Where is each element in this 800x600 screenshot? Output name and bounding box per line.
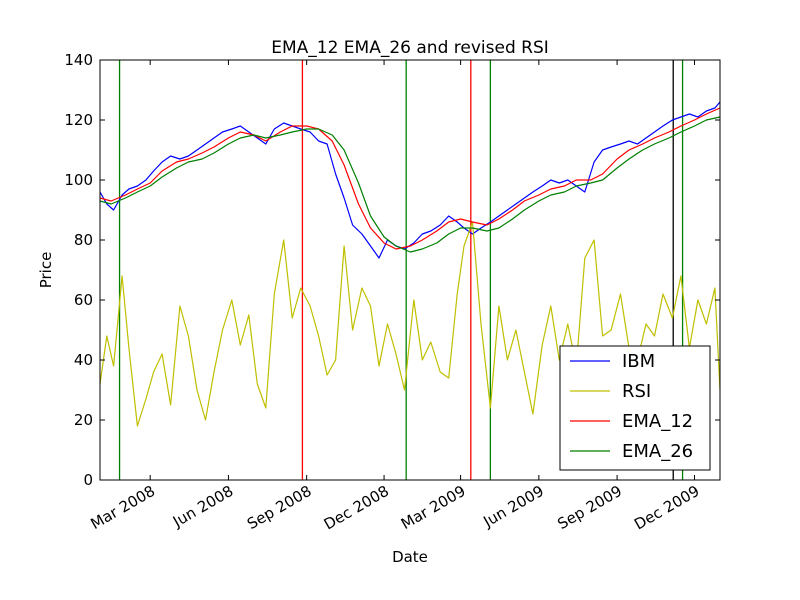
chart-title: EMA_12 EMA_26 and revised RSI (271, 38, 549, 58)
series-line-rsi (99, 221, 721, 427)
series-line-ema-26 (99, 116, 721, 253)
legend-label-rsi: RSI (622, 381, 651, 402)
legend-box (559, 345, 711, 471)
x-axis-label: Date (392, 548, 428, 566)
y-tick-label: 120 (64, 111, 93, 129)
legend-label-ema-26: EMA_26 (622, 441, 693, 462)
y-tick-label: 60 (74, 291, 93, 309)
series-line-ema-12 (99, 107, 721, 250)
y-tick-label: 140 (64, 51, 93, 69)
legend-label-ibm: IBM (622, 351, 655, 372)
y-tick-label: 100 (64, 171, 93, 189)
y-tick-label: 40 (74, 351, 93, 369)
series-group (99, 101, 721, 427)
y-tick-label: 0 (83, 471, 93, 489)
y-axis: 0 20 40 60 80 100 120 140 (64, 51, 720, 489)
legend-label-ema-12: EMA_12 (622, 411, 693, 432)
y-tick-label: 80 (74, 231, 93, 249)
plot-frame (99, 59, 721, 481)
legend: IBM RSI EMA_12 EMA_26 (559, 345, 711, 471)
y-axis-label: Price (37, 252, 55, 289)
y-tick-label: 20 (74, 411, 93, 429)
